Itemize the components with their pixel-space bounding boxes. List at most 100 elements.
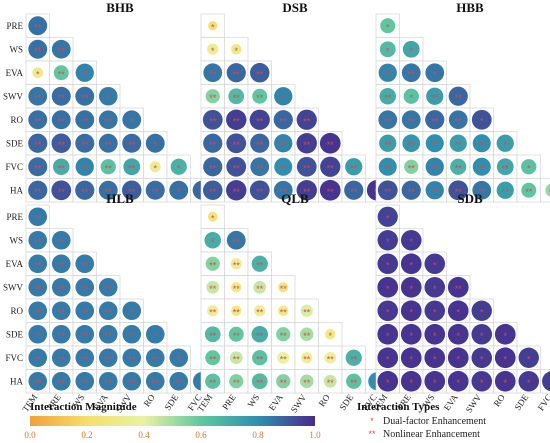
interaction-circle — [145, 133, 165, 153]
row-label-pre: PRE — [6, 21, 23, 31]
interaction-marker: ** — [280, 140, 288, 150]
interaction-circle — [226, 133, 247, 154]
interaction-circle — [145, 371, 165, 391]
interaction-circle — [274, 87, 293, 106]
colorbar: Interaction Magnitude 0.0 0.2 0.4 0.6 0.8 1.0 — [24, 401, 321, 440]
interaction-circle — [205, 256, 220, 271]
interaction-marker: ** — [81, 354, 89, 364]
interaction-circle — [472, 134, 491, 153]
interaction-circle — [251, 326, 268, 343]
interaction-circle — [377, 180, 398, 201]
interaction-circle — [226, 180, 247, 201]
interaction-marker: ** — [209, 93, 217, 103]
interaction-circle — [404, 159, 419, 174]
interaction-marker: * — [386, 354, 390, 364]
interaction-marker: * — [130, 307, 134, 317]
interaction-circle — [249, 109, 270, 130]
interaction-circle — [250, 133, 270, 153]
interaction-circle — [169, 180, 189, 200]
interaction-marker: ** — [280, 187, 288, 197]
interaction-circle — [425, 110, 445, 130]
interaction-circle — [425, 157, 444, 176]
interaction-marker: ** — [34, 22, 42, 32]
interaction-marker: * — [386, 260, 390, 270]
interaction-marker: ** — [34, 331, 42, 341]
interaction-marker: * — [433, 378, 437, 388]
interaction-circle — [377, 370, 399, 392]
interaction-circle — [424, 253, 446, 275]
interaction-marker: ** — [209, 354, 217, 364]
interaction-circle — [75, 277, 95, 297]
interaction-circle — [226, 230, 246, 250]
interaction-marker: * — [480, 378, 484, 388]
row-label-ha: HA — [10, 185, 23, 195]
interaction-marker: ** — [34, 260, 42, 270]
interaction-marker: ** — [128, 163, 136, 173]
interaction-marker: * — [503, 378, 507, 388]
interaction-marker: * — [130, 116, 134, 126]
colorbar-tick-label: 0.4 — [138, 430, 150, 440]
interaction-circle — [51, 230, 71, 250]
interaction-marker: ** — [455, 284, 463, 294]
interaction-marker: ** — [58, 331, 66, 341]
interaction-marker: ** — [455, 140, 463, 150]
interaction-circle — [170, 158, 187, 175]
interaction-circle — [122, 324, 142, 344]
interaction-marker: ** — [233, 284, 241, 294]
interaction-circle — [400, 253, 422, 275]
interaction-circle — [75, 371, 95, 391]
interaction-circle — [344, 180, 364, 200]
interaction-circle — [98, 133, 118, 153]
interaction-marker: ** — [280, 307, 288, 317]
interaction-circle — [400, 229, 422, 251]
interaction-circle — [28, 16, 48, 36]
interaction-marker: ** — [280, 284, 288, 294]
interaction-marker: * — [106, 93, 110, 103]
interaction-marker: ** — [408, 116, 416, 126]
interaction-circle — [403, 88, 419, 104]
interaction-marker: ** — [233, 163, 241, 173]
interaction-marker: ** — [256, 354, 264, 364]
interaction-circle — [276, 374, 291, 389]
interaction-circle — [145, 348, 165, 368]
row-label-swv: SWV — [3, 282, 24, 292]
interaction-circle — [145, 180, 165, 200]
interaction-marker: ** — [34, 354, 42, 364]
interaction-marker: * — [36, 69, 40, 79]
interaction-marker: ** — [34, 307, 42, 317]
interaction-circle — [231, 305, 242, 316]
interaction-circle — [32, 67, 44, 79]
interaction-circle — [253, 280, 267, 294]
interaction-circle — [249, 180, 270, 201]
interaction-circle — [28, 230, 48, 250]
col-label-ro: RO — [142, 392, 158, 408]
interaction-circle — [319, 179, 341, 201]
interaction-marker: ** — [384, 187, 392, 197]
interaction-marker: ** — [350, 187, 358, 197]
interaction-marker: ** — [58, 307, 66, 317]
interaction-circle — [98, 86, 118, 106]
colorbar-tick-label: 0.8 — [252, 430, 264, 440]
interaction-marker: * — [153, 140, 157, 150]
interaction-circle — [51, 86, 71, 106]
interaction-circle — [252, 350, 268, 366]
interaction-circle — [28, 133, 48, 153]
interaction-circle — [169, 348, 189, 368]
interaction-circle — [278, 282, 289, 293]
col-label-sde: SDE — [512, 392, 530, 412]
interaction-circle — [377, 323, 399, 345]
interaction-marker: ** — [431, 163, 439, 173]
interaction-circle — [472, 180, 492, 200]
interaction-marker: ** — [455, 116, 463, 126]
panel-title: DSB — [282, 0, 308, 15]
interaction-circle — [400, 370, 422, 392]
interaction-marker: ** — [209, 260, 217, 270]
row-label-ws: WS — [10, 235, 24, 245]
interaction-marker: ** — [128, 331, 136, 341]
interaction-marker: ** — [34, 378, 42, 388]
interaction-circle — [450, 158, 467, 175]
interaction-marker: * — [177, 354, 181, 364]
interaction-marker: ** — [34, 116, 42, 126]
interaction-marker: ** — [408, 140, 416, 150]
interaction-circle — [28, 86, 48, 106]
